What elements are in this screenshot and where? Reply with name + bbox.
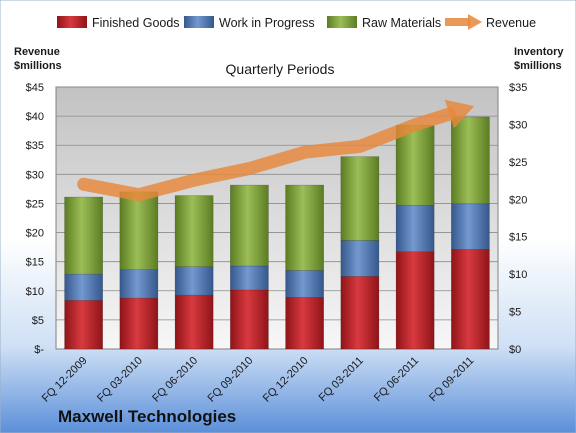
revenue-line-path [77, 107, 456, 202]
bar-work-in-progress [230, 265, 269, 291]
bars [64, 116, 490, 350]
bar-raw-materials [230, 184, 269, 267]
bar-work-in-progress [395, 204, 435, 252]
legend-swatch-work-in-progress [184, 16, 214, 28]
bar-work-in-progress [340, 240, 380, 277]
left-tick-label: $35 [26, 140, 44, 152]
bar-raw-materials [174, 195, 214, 267]
left-axis-title-line1: Revenue [14, 46, 60, 58]
bar-finished-goods [340, 276, 380, 350]
bar-finished-goods [64, 300, 103, 350]
left-tick-label: $25 [26, 198, 44, 210]
bar-finished-goods [395, 251, 435, 350]
legend: Finished Goods Work in Progress Raw Mate… [57, 14, 536, 30]
revenue-arrowhead [444, 99, 475, 129]
right-tick-label: $25 [509, 157, 527, 169]
bar-raw-materials [119, 191, 159, 270]
right-tick-label: $35 [509, 82, 527, 94]
bar-finished-goods [230, 289, 269, 350]
right-axis-title-line2: $millions [514, 60, 562, 72]
right-tick-label: $20 [509, 194, 527, 206]
right-tick-label: $0 [509, 344, 521, 356]
legend-label-finished-goods: Finished Goods [92, 16, 180, 30]
left-tick-label: $30 [26, 169, 44, 181]
bar-raw-materials [395, 124, 435, 206]
bar-raw-materials [451, 116, 490, 205]
legend-swatch-raw-materials [327, 16, 357, 28]
revenue-line [77, 99, 475, 202]
bar-work-in-progress [119, 269, 159, 299]
left-tick-label: $10 [26, 286, 44, 298]
bar-raw-materials [285, 184, 324, 271]
legend-label-raw-materials: Raw Materials [362, 16, 441, 30]
right-tick-label: $10 [509, 269, 527, 281]
legend-label-revenue: Revenue [486, 16, 536, 30]
bar-finished-goods [451, 249, 490, 350]
bar-finished-goods [119, 297, 159, 350]
left-tick-label: $40 [26, 111, 44, 123]
left-axis-ticks: $- $5 $10 $15 $20 $25 $30 $35 $40 $45 [26, 82, 45, 356]
bar-work-in-progress [64, 273, 103, 301]
bar-work-in-progress [285, 270, 324, 298]
chart-title: Quarterly Periods [226, 61, 335, 77]
right-tick-label: $30 [509, 119, 527, 131]
right-axis-title-line1: Inventory [514, 46, 564, 58]
left-axis-title-line2: $millions [14, 60, 62, 72]
bar-work-in-progress [174, 266, 214, 296]
bar-work-in-progress [451, 203, 490, 250]
bar-finished-goods [285, 297, 324, 350]
legend-arrowhead-revenue [468, 14, 482, 30]
left-tick-label: $5 [32, 315, 44, 327]
right-axis-ticks: $0 $5 $10 $15 $20 $25 $30 $35 [509, 82, 527, 356]
left-tick-label: $45 [26, 82, 44, 94]
bar-raw-materials [340, 156, 380, 241]
left-tick-label: $20 [26, 228, 44, 240]
legend-label-work-in-progress: Work in Progress [219, 16, 315, 30]
bar-raw-materials [64, 196, 103, 275]
right-tick-label: $5 [509, 307, 521, 319]
left-tick-label: $15 [26, 257, 44, 269]
company-name: Maxwell Technologies [58, 407, 236, 426]
bar-finished-goods [174, 294, 214, 350]
right-tick-label: $15 [509, 232, 527, 244]
legend-swatch-finished-goods [57, 16, 87, 28]
left-tick-label: $- [34, 344, 44, 356]
